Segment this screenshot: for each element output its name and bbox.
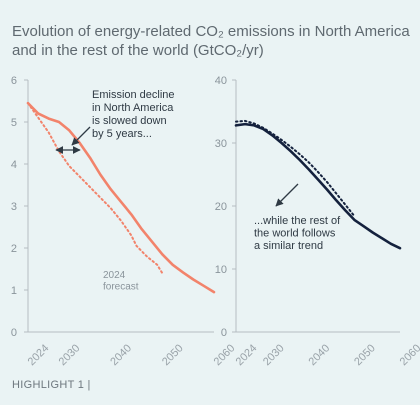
- x-tick-label: 2040: [307, 342, 333, 368]
- title-line-1: Evolution of energy-related CO₂ emission…: [12, 23, 410, 40]
- series-line-solid: [26, 101, 216, 294]
- x-tick-label: 2024: [26, 342, 52, 368]
- title-line-2: and in the rest of the world (GtCO₂/yr): [12, 42, 264, 59]
- series-line-solid: [234, 122, 402, 250]
- y-tick-label: 6: [11, 75, 17, 87]
- x-tick-label: 2050: [160, 342, 186, 368]
- annotation-text: 2024 forecast: [103, 270, 139, 293]
- series-line-dotted: [27, 102, 164, 275]
- annotation-line: in North America: [92, 102, 174, 114]
- chart-title: Evolution of energy-related CO₂ emission…: [12, 22, 412, 60]
- x-tick-label: 2060: [212, 342, 238, 368]
- y-tick-label: 40: [215, 75, 227, 87]
- y-tick-label: 2: [11, 243, 17, 255]
- y-tick-label: 0: [221, 327, 227, 339]
- annotation-line: by 5 years...: [92, 128, 152, 140]
- annotation-line: forecast: [103, 282, 139, 293]
- y-tick-label: 0: [11, 327, 17, 339]
- annotation-line: ...while the rest of: [254, 215, 341, 227]
- annotation-text: Emission decline in North America is slowe…: [92, 89, 175, 140]
- x-tick-label: 2024: [234, 342, 260, 368]
- y-tick-label: 30: [215, 138, 227, 150]
- annotation-pointer: [275, 183, 299, 207]
- annotation-pointer: [71, 126, 91, 146]
- x-tick-label: 2040: [108, 342, 134, 368]
- annotation-line: is slowed down: [92, 115, 167, 127]
- y-tick-label: 20: [215, 201, 227, 213]
- x-tick-label: 2030: [261, 342, 287, 368]
- annotation-line: 2024: [103, 270, 126, 281]
- annotation-line: Emission decline: [92, 89, 175, 101]
- y-tick-label: 4: [11, 159, 17, 171]
- annotation-line: a similar trend: [254, 240, 323, 252]
- annotation-line: the world follows: [254, 228, 336, 240]
- y-tick-label: 5: [11, 117, 17, 129]
- y-tick-label: 3: [11, 201, 17, 213]
- x-tick-label: 2050: [352, 342, 378, 368]
- footer-highlight: HIGHLIGHT 1 |: [12, 379, 91, 391]
- y-tick-label: 10: [215, 264, 227, 276]
- y-tick-label: 1: [11, 285, 17, 297]
- annotation-text: ...while the rest of the world follows a s…: [254, 215, 341, 252]
- x-tick-label: 2060: [398, 342, 420, 368]
- x-tick-label: 2030: [57, 342, 83, 368]
- series-line-dotted: [235, 119, 356, 218]
